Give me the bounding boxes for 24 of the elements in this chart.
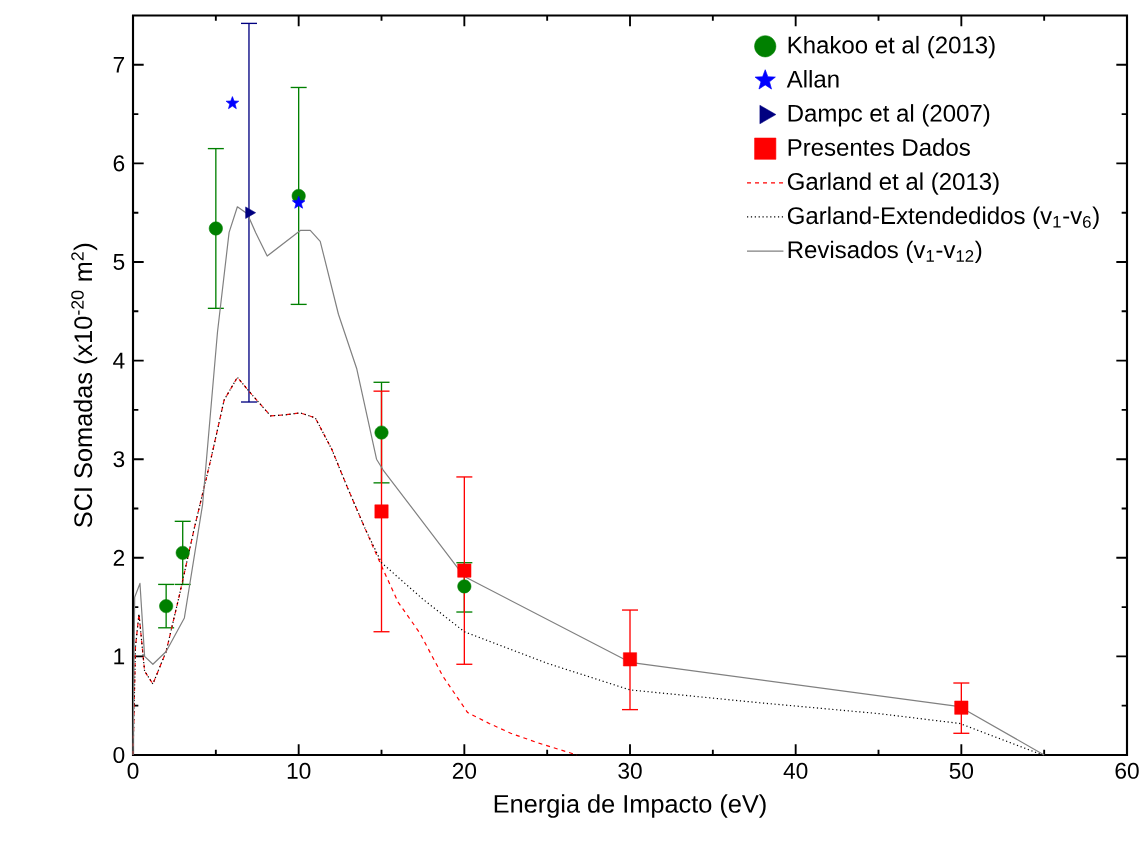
x-tick-label: 0 xyxy=(127,762,139,779)
y-tick-label: 5 xyxy=(113,254,125,270)
y-tick-label: 6 xyxy=(113,155,125,172)
x-tick-label: 20 xyxy=(452,762,477,779)
y-axis-title: SCI Somadas (x10$^{-20}$ m$^{2}$) xyxy=(71,243,98,528)
legend-label: Khakoo et al (2013) xyxy=(788,35,995,59)
y-tick-label: 2 xyxy=(113,549,125,566)
x-tick-label: 10 xyxy=(287,762,311,779)
x-tick-label: 40 xyxy=(783,762,808,779)
x-axis-title: Energia de Impacto (eV) xyxy=(494,794,766,818)
y-tick-label: 7 xyxy=(113,57,125,73)
legend-label: Garland-Extendedidos (v$_{1}$-v$_{6}$) xyxy=(787,206,1099,229)
legend-label: Garland et al (2013) xyxy=(787,172,999,195)
y-tick-label: 3 xyxy=(113,451,125,468)
y-tick-label: 0 xyxy=(113,746,125,764)
legend-label: Presentes Dados xyxy=(788,138,970,156)
legend-label: Dampc et al (2007) xyxy=(788,104,990,127)
y-tick-label: 4 xyxy=(113,352,125,369)
x-tick-label: 50 xyxy=(949,762,974,779)
y-tick-label: 1 xyxy=(114,648,125,665)
legend-label: Allan xyxy=(786,70,839,88)
legend-label: Revisados (v$_{1}$-v$_{12}$) xyxy=(788,240,982,263)
x-tick-label: 30 xyxy=(618,762,642,779)
x-tick-label: 60 xyxy=(1115,762,1139,779)
